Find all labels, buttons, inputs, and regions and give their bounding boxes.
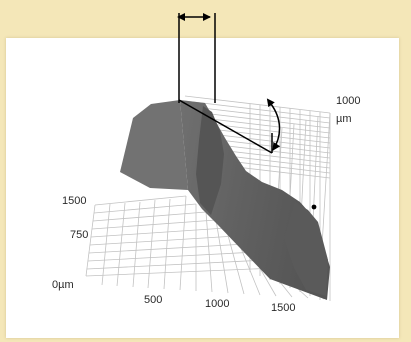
y-axis-1500-label: 1500	[62, 195, 86, 207]
z-axis-top-label: 1000	[336, 95, 360, 107]
surface-ridge-shadow	[196, 106, 224, 215]
slope-angle-arrow	[266, 98, 281, 151]
x-axis-500-label: 500	[144, 294, 162, 306]
z-axis-unit-label: µm	[336, 113, 352, 125]
origin-label: 0µm	[52, 279, 74, 291]
x-axis-1000-label: 1000	[205, 298, 229, 310]
y-axis-750-label: 750	[70, 229, 88, 241]
surface-point-dot	[311, 204, 317, 210]
floor-grid	[85, 195, 325, 300]
top-width-annotation	[177, 13, 273, 154]
axis-labels: 1000 µm 1500 750 0µm 500 1000 1500	[52, 95, 360, 314]
surface-right-shadow	[284, 202, 328, 296]
surface-left-flank	[120, 100, 188, 190]
surface-profile	[120, 100, 330, 300]
x-axis-1500-label: 1500	[271, 302, 295, 314]
slope-reference-line	[178, 99, 273, 154]
